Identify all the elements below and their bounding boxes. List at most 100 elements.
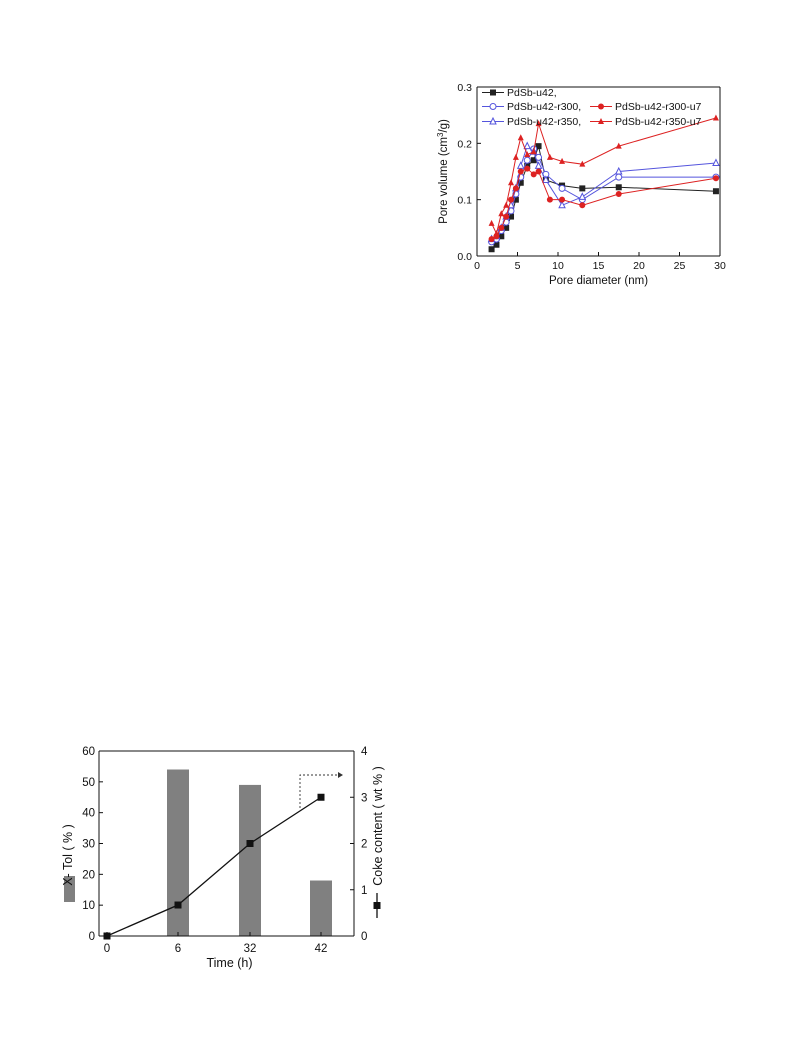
pore-chart-legend: PdSb-u42, PdSb-u42-r300, PdSb-u42-r350, PdS… [482, 87, 702, 128]
left-y-tick-label: 30 [82, 839, 95, 851]
pore-series-point [488, 219, 495, 226]
pore-series-point [512, 153, 519, 160]
legend-label: PdSb-u42-r300-u7 [615, 101, 702, 113]
pore-chart-x-tick-label: 15 [593, 260, 605, 272]
pore-series-point [523, 141, 532, 150]
pore-chart-x-axis-label: Pore diameter (nm) [549, 275, 648, 287]
conversion-bar [310, 880, 332, 936]
pore-series-point [508, 213, 515, 220]
left-y-tick-label: 60 [82, 746, 95, 758]
pore-series-point [579, 202, 586, 209]
conversion-chart-right-axis-label: Coke content ( wt % ) [371, 766, 385, 886]
left-y-tick-label: 10 [82, 900, 95, 912]
pore-series-point [493, 229, 500, 236]
left-axis-legend-swatch [64, 876, 75, 902]
pore-series-point [512, 185, 519, 192]
right-y-tick-label: 4 [361, 746, 368, 758]
pore-series-point [503, 213, 510, 220]
coke-point [103, 932, 111, 940]
pore-series-point [579, 160, 586, 167]
pore-chart-ticks: 0 5 10 15 20 25 30 0.0 0.1 0.2 0.3 [457, 82, 726, 272]
pore-series-point [559, 196, 566, 203]
pore-series-point [488, 236, 495, 243]
legend-label: PdSb-u42, [507, 87, 557, 99]
pore-series-point [498, 210, 505, 217]
right-y-tick-label: 2 [361, 839, 367, 851]
pore-series-point [524, 165, 531, 172]
pore-chart-y-tick-label: 0.1 [457, 195, 472, 207]
pore-series-point [503, 224, 510, 231]
right-axis-arrow-icon [299, 772, 343, 808]
right-axis-legend-marker [373, 902, 381, 909]
pore-series-point [558, 184, 566, 192]
pore-series-point [530, 148, 537, 155]
coke-point [174, 901, 182, 909]
left-y-tick-label: 20 [82, 869, 95, 881]
left-y-tick-label: 40 [82, 808, 95, 820]
pore-series-point [508, 196, 515, 203]
coke-point [317, 793, 325, 801]
pore-chart-x-tick-label: 10 [552, 260, 564, 272]
conversion-chart-left-axis-label: X- Tol ( % ) [61, 824, 75, 886]
pore-chart-x-tick-label: 25 [674, 260, 686, 272]
legend-marker [598, 103, 604, 110]
left-y-tick-label: 50 [82, 777, 95, 789]
pore-series-point [498, 233, 505, 240]
pore-series-point [535, 143, 542, 150]
pore-series-point [712, 175, 719, 182]
legend-label: PdSb-u42-r350-u7 [615, 116, 702, 128]
pore-series-point [508, 179, 515, 186]
pore-series-point [546, 153, 553, 160]
legend-marker [489, 103, 497, 110]
arrow-path [299, 774, 338, 808]
x-tick-label: 6 [175, 943, 181, 955]
coke-line-series [103, 793, 325, 940]
arrow-head [338, 772, 343, 778]
pore-series-point [503, 201, 510, 208]
legend-marker [490, 89, 496, 96]
pore-series-point [579, 185, 586, 192]
pore-series-point [615, 191, 622, 198]
pore-series-point [517, 168, 524, 175]
left-y-tick-label: 0 [89, 931, 95, 943]
pore-series-point [530, 157, 537, 164]
pore-series-point [712, 158, 720, 167]
pore-chart-y-tick-label: 0.0 [457, 251, 472, 263]
pore-series-point [558, 200, 566, 209]
conversion-bar [167, 769, 189, 936]
conversion-chart-x-axis-label: Time (h) [206, 956, 252, 970]
pore-chart-y-axis-label: Pore volume (cm3/g) [436, 119, 450, 224]
legend-marker [489, 116, 497, 125]
legend-label: PdSb-u42-r350, [507, 116, 581, 128]
legend-marker [598, 118, 604, 124]
coke-line [106, 796, 322, 937]
pore-chart-series [487, 114, 720, 253]
coke-point [246, 840, 254, 847]
pore-series-point [517, 179, 524, 186]
x-tick-label: 0 [104, 943, 110, 955]
pore-series-point [614, 166, 623, 175]
pore-series-point [578, 192, 587, 200]
conversion-bars [167, 769, 332, 936]
pore-series-point [517, 134, 524, 141]
pore-chart-y-tick-label: 0.2 [457, 138, 472, 150]
pore-chart-x-tick-label: 20 [633, 260, 645, 272]
pore-series-point [712, 188, 719, 195]
pore-chart-x-tick-label: 0 [474, 260, 480, 272]
pore-series-point [559, 157, 566, 164]
pore-series-point [493, 241, 500, 248]
pore-series-point [535, 120, 542, 127]
pore-series-point [530, 171, 537, 178]
right-y-tick-label: 0 [361, 931, 367, 943]
pore-series-point [615, 184, 622, 191]
pore-series-point [523, 156, 531, 164]
pore-chart-y-tick-label: 0.3 [457, 82, 472, 94]
pore-series-point [512, 196, 519, 203]
pore-series-point [712, 114, 719, 121]
pore-series-point [546, 196, 553, 203]
pore-series-point [542, 175, 550, 183]
pore-series-point [615, 142, 622, 149]
pore-series-point [488, 246, 495, 253]
